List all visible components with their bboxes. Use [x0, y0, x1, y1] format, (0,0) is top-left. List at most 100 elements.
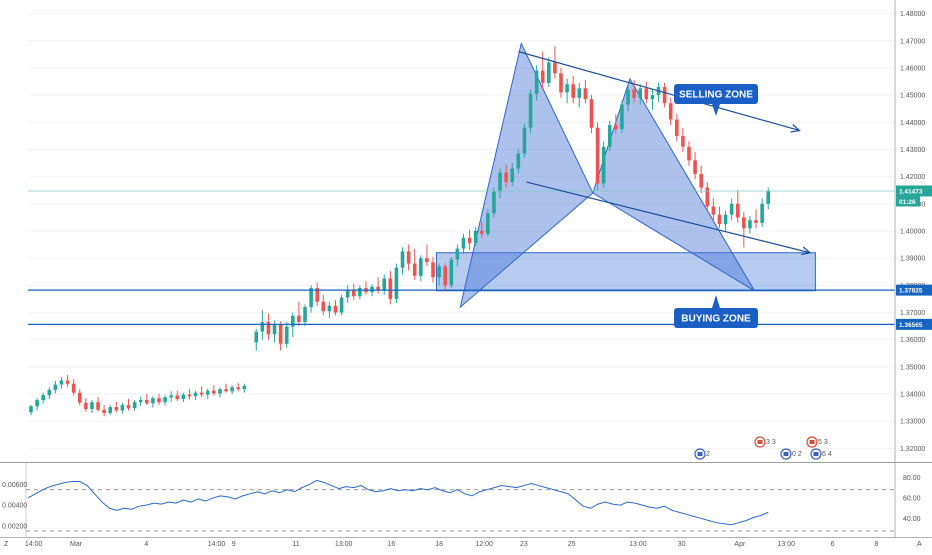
candle-body	[638, 88, 643, 98]
candle-body	[577, 88, 582, 98]
price-tick-label: 1.33000	[900, 419, 925, 426]
time-tick-label: 9	[232, 541, 236, 548]
time-tick-label: 14:00	[25, 541, 43, 548]
candle-body	[534, 70, 539, 94]
candle-body	[358, 288, 362, 297]
candle-body	[254, 331, 259, 343]
candle-body	[120, 404, 125, 411]
current-price-tag: 1.41473 01:26	[896, 185, 932, 207]
candle-body	[77, 392, 82, 403]
event-flag-mark	[813, 452, 819, 456]
candle-body	[742, 217, 746, 229]
event-count-label: 2	[706, 451, 710, 458]
level-tag-lower-label: 1.36565	[899, 322, 923, 329]
candle-body	[169, 395, 173, 398]
candle-body	[108, 407, 113, 414]
event-count-label: 0 2	[792, 451, 802, 458]
candle-body	[699, 173, 703, 188]
price-tick-label: 1.44000	[900, 120, 925, 127]
candle-body	[291, 315, 295, 327]
candle-body	[614, 125, 618, 130]
price-tick-label: 1.39000	[900, 256, 925, 263]
candle-body	[504, 172, 508, 183]
candle-body	[516, 153, 521, 169]
candle-body	[711, 206, 716, 215]
candle-body	[723, 214, 728, 225]
event-flag-icon: 5 3	[806, 436, 828, 448]
candle-body	[510, 168, 515, 183]
candle-body	[662, 86, 667, 104]
candle-body	[412, 263, 417, 276]
candle-body	[47, 389, 52, 396]
candle-body	[266, 322, 271, 335]
candle-body	[370, 286, 374, 293]
candle-body	[212, 390, 216, 394]
candle-body	[278, 324, 283, 344]
selling-zone-callout: SELLING ZONE	[674, 84, 758, 116]
candle-body	[486, 213, 490, 234]
event-flag-icon: 6 4	[810, 448, 832, 460]
candle-body	[321, 301, 326, 312]
current-price-tag-countdown-box	[896, 196, 920, 207]
event-flag-icon: 2	[694, 448, 710, 460]
candle-body	[620, 104, 624, 130]
price-tick-label: 1.40000	[900, 229, 925, 236]
upper-trendline-arrowhead	[790, 124, 801, 133]
candle-body	[388, 278, 393, 299]
osc-right-tick-label: 80.00	[903, 475, 921, 482]
candle-body	[205, 390, 210, 395]
candle-body	[260, 322, 265, 332]
candle-body	[559, 73, 563, 93]
candle-body	[327, 305, 332, 312]
candle-body	[157, 398, 161, 403]
time-tick-label: 16	[388, 541, 396, 548]
current-price-tag-box	[896, 185, 932, 197]
upper-trendline	[518, 51, 800, 132]
price-tick-label: 1.46000	[900, 65, 925, 72]
buying-zone-callout: BUYING ZONE	[674, 295, 758, 328]
candle-body	[729, 203, 734, 215]
event-count-label: 5 3	[818, 439, 828, 446]
axis-corner-right: A	[917, 541, 922, 548]
candle-body	[473, 231, 478, 244]
candle-body	[315, 288, 319, 302]
candle-body	[668, 103, 673, 120]
event-count-label: 6 4	[822, 451, 832, 458]
candle-body	[35, 400, 39, 407]
time-tick-label: 14:00	[208, 541, 226, 548]
time-tick-label: 30	[678, 541, 686, 548]
candle-body	[309, 288, 313, 308]
candle-body	[705, 187, 710, 207]
lower-trendline-arrowhead	[801, 246, 812, 256]
oscillator-line	[27, 479, 769, 526]
candle-body	[589, 99, 594, 128]
candle-body	[284, 326, 289, 344]
candle-body	[431, 262, 435, 278]
time-tick-label: Mar	[70, 541, 83, 548]
candle-body	[607, 125, 612, 147]
candle-body	[455, 248, 460, 260]
candle-body	[644, 88, 649, 100]
event-flag-mark	[809, 440, 815, 444]
candle-body	[565, 84, 569, 93]
current-price-tag-countdown: 01:26	[899, 199, 916, 206]
candle-body	[406, 251, 411, 264]
candle-body	[467, 237, 472, 244]
selling-zone-callout-label: SELLING ZONE	[679, 90, 753, 101]
candle-body	[492, 191, 496, 214]
selling-zone-callout-pointer	[712, 104, 720, 116]
level-tag-lower-box	[896, 318, 932, 330]
lower-trendline	[526, 181, 811, 254]
osc-left-tick-label: 0.00200	[2, 523, 27, 530]
event-flag-mark	[697, 452, 703, 456]
event-flag-mark	[757, 440, 763, 444]
current-price-tag-label: 1.41473	[899, 188, 923, 195]
candle-body	[138, 400, 143, 403]
candle-body	[540, 70, 545, 83]
candle-body	[151, 398, 155, 404]
candle-body	[145, 400, 149, 404]
candle-body	[449, 259, 454, 286]
osc-right-tick-label: 40.00	[903, 516, 921, 523]
